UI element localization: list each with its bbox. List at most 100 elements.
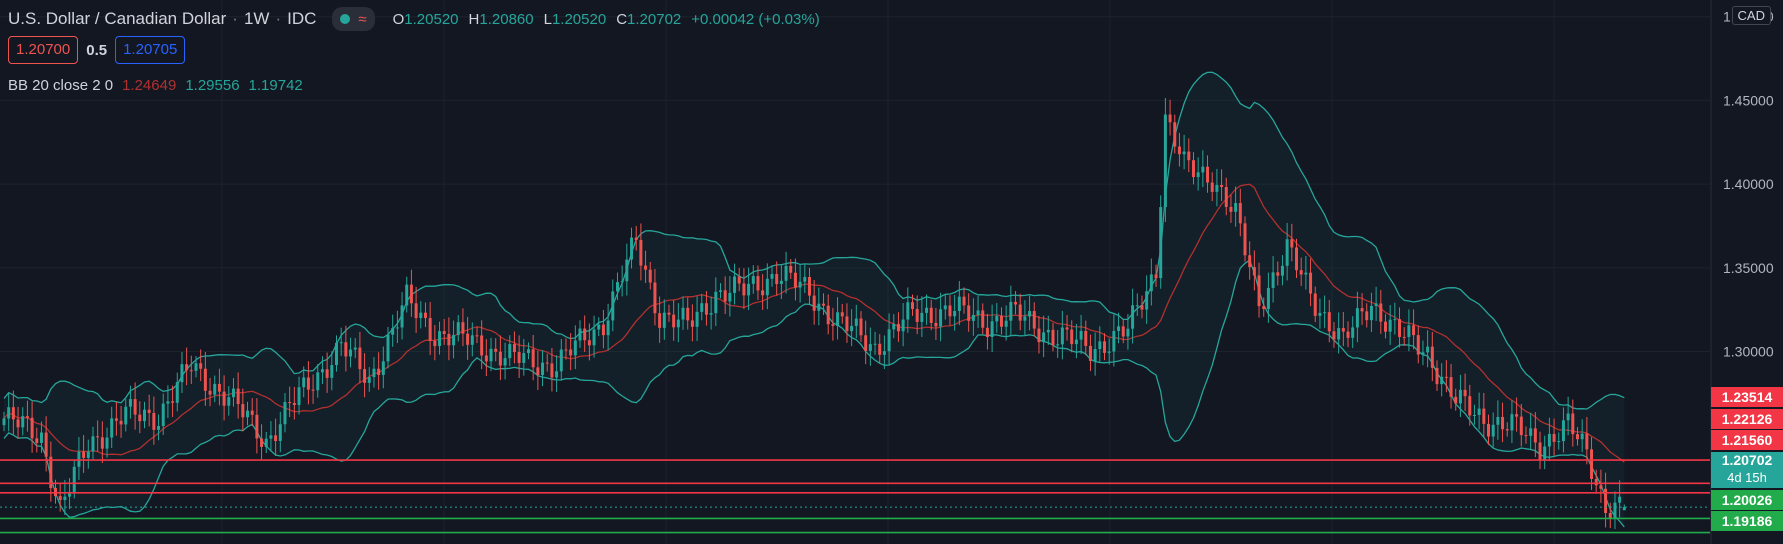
candle-body bbox=[1571, 413, 1575, 435]
candle-body bbox=[1131, 305, 1135, 329]
candle-body bbox=[831, 324, 835, 326]
visibility-toggle[interactable]: ≈ bbox=[332, 7, 375, 31]
candle-body bbox=[756, 276, 760, 291]
candle-body bbox=[1444, 376, 1448, 378]
candle-body bbox=[21, 416, 25, 428]
candle-body bbox=[1398, 319, 1402, 337]
candle-body bbox=[1257, 275, 1261, 307]
candle-body bbox=[1271, 272, 1275, 288]
trade-buttons: 1.20700 0.5 1.20705 bbox=[8, 36, 186, 64]
indicator-legend[interactable]: BB 20 close 2 0 1.24649 1.29556 1.19742 bbox=[8, 77, 303, 94]
candle-body bbox=[536, 367, 540, 376]
candle-body bbox=[751, 276, 755, 284]
candle-body bbox=[1224, 187, 1228, 207]
candle-body bbox=[423, 312, 427, 319]
candle-body bbox=[1206, 166, 1210, 183]
candle-body bbox=[489, 348, 493, 362]
candle-body bbox=[1051, 329, 1055, 346]
bb-lower-value: 1.19742 bbox=[248, 77, 303, 94]
candle-body bbox=[854, 318, 858, 326]
candle-body bbox=[297, 387, 301, 406]
candle-body bbox=[1276, 272, 1280, 276]
candle-body bbox=[1107, 351, 1111, 353]
candle-body bbox=[49, 456, 53, 489]
candle-body bbox=[1215, 184, 1219, 192]
candle-body bbox=[377, 368, 381, 375]
candle-body bbox=[1580, 433, 1584, 440]
candle-body bbox=[962, 296, 966, 306]
candle-body bbox=[1046, 329, 1050, 333]
candle-body bbox=[681, 307, 685, 320]
sell-button[interactable]: 1.20700 bbox=[8, 36, 79, 64]
candle-body bbox=[334, 342, 338, 366]
currency-badge[interactable]: CAD bbox=[1731, 6, 1771, 25]
candle-body bbox=[1163, 114, 1167, 208]
interval-label[interactable]: 1W bbox=[243, 9, 270, 28]
low-label: L bbox=[543, 10, 552, 28]
candle-body bbox=[1295, 247, 1299, 271]
candle-body bbox=[826, 305, 830, 325]
legend-separator: · bbox=[232, 9, 238, 28]
candle-body bbox=[601, 324, 605, 336]
candle-body bbox=[1220, 184, 1224, 188]
candle-body bbox=[339, 342, 343, 344]
candle-body bbox=[1309, 272, 1313, 294]
candle-body bbox=[1449, 377, 1453, 397]
candle-body bbox=[391, 328, 395, 335]
exchange-label: IDC bbox=[287, 9, 317, 28]
candle-body bbox=[1608, 513, 1612, 519]
spread-value: 0.5 bbox=[86, 41, 108, 59]
candle-body bbox=[733, 276, 737, 293]
candle-body bbox=[1159, 207, 1163, 279]
price-tag-r3: 1.21560 bbox=[1711, 430, 1783, 450]
candle-body bbox=[630, 237, 634, 260]
candle-body bbox=[606, 320, 610, 336]
candle-body bbox=[512, 344, 516, 353]
candle-body bbox=[264, 438, 268, 447]
candle-body bbox=[892, 323, 896, 330]
candle-body bbox=[859, 318, 863, 336]
candle-body bbox=[1402, 336, 1406, 338]
candle-body bbox=[1365, 311, 1369, 321]
candle-body bbox=[770, 274, 774, 279]
candle-body bbox=[58, 496, 62, 500]
candle-body bbox=[147, 409, 151, 414]
candle-body bbox=[1028, 311, 1032, 317]
candle-body bbox=[1487, 423, 1491, 437]
candle-body bbox=[864, 335, 868, 351]
candle-body bbox=[784, 265, 788, 281]
buy-button[interactable]: 1.20705 bbox=[115, 36, 186, 64]
candle-body bbox=[1304, 272, 1308, 275]
bb-upper-line bbox=[3, 71, 1625, 410]
price-axis-tick: 1.45000 bbox=[1723, 92, 1774, 108]
candle-body bbox=[1552, 433, 1556, 442]
candle-body bbox=[840, 312, 844, 317]
candle-body bbox=[1093, 349, 1097, 361]
candle-body bbox=[1187, 151, 1191, 161]
candle-body bbox=[747, 283, 751, 296]
candle-body bbox=[133, 399, 137, 415]
candle-body bbox=[189, 370, 193, 372]
candle-body bbox=[957, 296, 961, 312]
candle-body bbox=[1168, 114, 1172, 123]
symbol-title[interactable]: U.S. Dollar / Canadian Dollar bbox=[8, 9, 227, 28]
candle-body bbox=[990, 321, 994, 338]
candle-body bbox=[39, 432, 43, 443]
candle-body bbox=[1379, 303, 1383, 322]
candle-body bbox=[1037, 328, 1041, 343]
candle-body bbox=[1280, 265, 1284, 276]
candle-body bbox=[1388, 319, 1392, 332]
candle-body bbox=[349, 349, 353, 357]
candle-body bbox=[1262, 306, 1266, 310]
candle-body bbox=[30, 417, 34, 439]
candle-body bbox=[1126, 328, 1130, 337]
candle-body bbox=[1313, 293, 1317, 316]
high-value: 1.20860 bbox=[479, 10, 534, 28]
candle-body bbox=[63, 496, 67, 500]
candle-body bbox=[470, 335, 474, 345]
candle-body bbox=[1599, 485, 1603, 489]
candle-body bbox=[405, 284, 409, 306]
candle-body bbox=[86, 451, 90, 458]
candle-body bbox=[199, 363, 203, 369]
